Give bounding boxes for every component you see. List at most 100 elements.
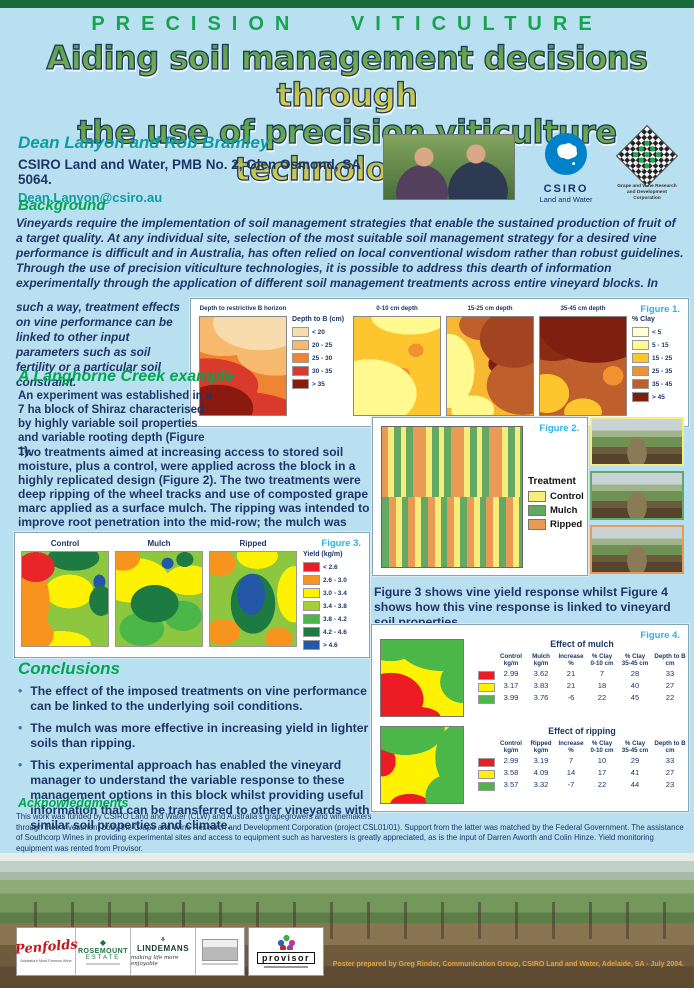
map-clay-35-45	[539, 316, 627, 416]
background-paragraph: Vineyards require the implementation of …	[16, 216, 684, 290]
legend-label: 5 - 15	[652, 341, 669, 349]
langhorne-paragraph-1: An experiment was established in a 7 ha …	[18, 390, 213, 458]
csiro-globe-icon	[544, 132, 588, 176]
conclusion-item: • This experimental approach has enabled …	[18, 758, 374, 833]
penfolds-tagline: Australia's Most Famous Wine	[20, 959, 72, 963]
legend-item: < 2.6	[303, 562, 363, 573]
table-cell: 40	[630, 680, 640, 690]
map-title: Depth to restrictive B horizon	[199, 305, 287, 312]
legend-label: 15 - 25	[652, 354, 673, 362]
table-cell: -6	[567, 692, 575, 702]
legend-swatch	[632, 366, 649, 377]
provisor-logo: provisor	[248, 927, 324, 976]
legend-swatch	[292, 327, 309, 338]
table-cell: -7	[567, 779, 575, 789]
table-cell: 22	[597, 692, 607, 702]
legend-item: 15 - 25	[632, 353, 678, 364]
row-swatch	[478, 757, 495, 767]
figure-3: Figure 3. Control Mulch Ripped Yield (kg…	[14, 532, 370, 658]
authors: Dean Lanyon and Rob Bramley	[18, 133, 270, 152]
conclusions-list: • The effect of the imposed treatments on…	[18, 684, 374, 840]
legend-swatch	[528, 519, 546, 530]
figure-3-label: Figure 3.	[321, 538, 361, 549]
vineyard-photo-mulch	[590, 471, 684, 520]
table-cell: 21	[566, 680, 576, 690]
map-title: 35-45 cm depth	[560, 305, 606, 312]
legend-label: < 20	[312, 328, 325, 336]
legend-swatch	[292, 379, 309, 390]
row-swatch	[478, 781, 495, 791]
provisor-wordmark: provisor	[256, 952, 315, 965]
legend-title: Depth to B (cm)	[292, 316, 345, 323]
table-cell: 3.19	[533, 755, 549, 765]
column-header: Control kg/m	[500, 653, 522, 668]
rosemount-estate-text: ESTATE	[85, 954, 121, 961]
figure-2-label: Figure 2.	[539, 423, 579, 434]
legend-item: > 4.6	[303, 640, 363, 651]
table-cell: 22	[597, 779, 607, 789]
effect-of-mulch-table: Effect of mulch Control kg/m Mulch kg/m In…	[476, 639, 688, 704]
vineyard-photo-control	[590, 417, 684, 466]
legend-item: 3.8 - 4.2	[303, 614, 363, 625]
background-paragraph-continued: such a way, treatment effects on vine pe…	[16, 300, 180, 389]
poster-credit: Poster prepared by Greg Rinder, Communic…	[332, 961, 684, 968]
email-link[interactable]: Dean.Lanyon@csiro.au	[18, 190, 163, 205]
table-cell: 7	[599, 668, 605, 678]
legend-swatch	[303, 614, 320, 625]
legend-swatch	[303, 562, 320, 573]
legend-item: 5 - 15	[632, 340, 678, 351]
legend-item: < 20	[292, 327, 348, 338]
mulch-response-map	[380, 639, 464, 717]
legend-label: Mulch	[550, 505, 578, 516]
yield-map-ripped	[209, 551, 297, 647]
legend-swatch	[303, 640, 320, 651]
legend-swatch	[292, 353, 309, 364]
table-cell: 21	[566, 668, 576, 678]
table-cell: 3.76	[533, 692, 549, 702]
column-header: % Clay 0-10 cm	[590, 653, 614, 668]
column-header: Control kg/m	[500, 740, 522, 755]
legend-item: Control	[528, 491, 584, 502]
conclusion-text: This experimental approach has enabled t…	[30, 758, 370, 832]
column-header: % Clay 35-45 cm	[621, 740, 649, 755]
row-swatch	[478, 670, 495, 680]
table-cell: 7	[568, 755, 574, 765]
legend-yield: Yield (kg/m) < 2.6 2.6 - 3.0 3.0 - 3.4 3…	[303, 539, 363, 653]
figure-4: Figure 4. Effect of mulch Control kg/m Mu…	[371, 624, 689, 812]
header-spacer	[476, 740, 496, 755]
legend-swatch	[528, 491, 546, 502]
lindemans-wordmark: LINDEMANS	[136, 943, 190, 953]
table-cell: 41	[630, 767, 640, 777]
csiro-logo: CSIRO Land and Water	[534, 132, 598, 204]
top-green-bar	[0, 0, 694, 8]
table-cell: 3.32	[533, 779, 549, 789]
legend-swatch	[303, 588, 320, 599]
table-cell: 2.99	[503, 755, 519, 765]
legend-swatch	[303, 575, 320, 586]
table-cell: 22	[665, 692, 675, 702]
figures-3-4-caption: Figure 3 shows vine yield response whils…	[374, 585, 671, 629]
acknowledgments-rest: through their investment body the Grape …	[16, 822, 684, 853]
figure-1: Figure 1. Depth to restrictive B horizon…	[190, 298, 689, 427]
legend-label: < 5	[652, 328, 662, 336]
column-header: % Clay 0-10 cm	[590, 740, 614, 755]
csiro-logo-name: CSIRO	[543, 183, 589, 195]
penfolds-logo: Penfolds Australia's Most Famous Wine	[14, 928, 78, 975]
legend-label: 25 - 35	[652, 367, 673, 375]
legend-label: Control	[550, 491, 584, 502]
figure-1-label: Figure 1.	[640, 304, 680, 315]
legend-percent-clay: % Clay < 5 5 - 15 15 - 25 25 - 35 35 - 4…	[632, 305, 678, 416]
legend-label: 4.2 - 4.6	[323, 628, 347, 636]
table-cell: 2.99	[503, 668, 519, 678]
title-line-1: Aiding soil management decisions through	[0, 39, 694, 114]
legend-swatch	[632, 353, 649, 364]
legend-item: < 5	[632, 327, 678, 338]
yield-map-mulch	[115, 551, 203, 647]
header-spacer	[476, 653, 496, 668]
conclusion-text: The mulch was more effective in increasi…	[30, 721, 369, 750]
legend-item: Ripped	[528, 519, 584, 530]
table-title: Effect of mulch	[550, 639, 614, 649]
gwrdc-grapes-icon	[628, 137, 666, 175]
table-cell: 14	[566, 767, 576, 777]
